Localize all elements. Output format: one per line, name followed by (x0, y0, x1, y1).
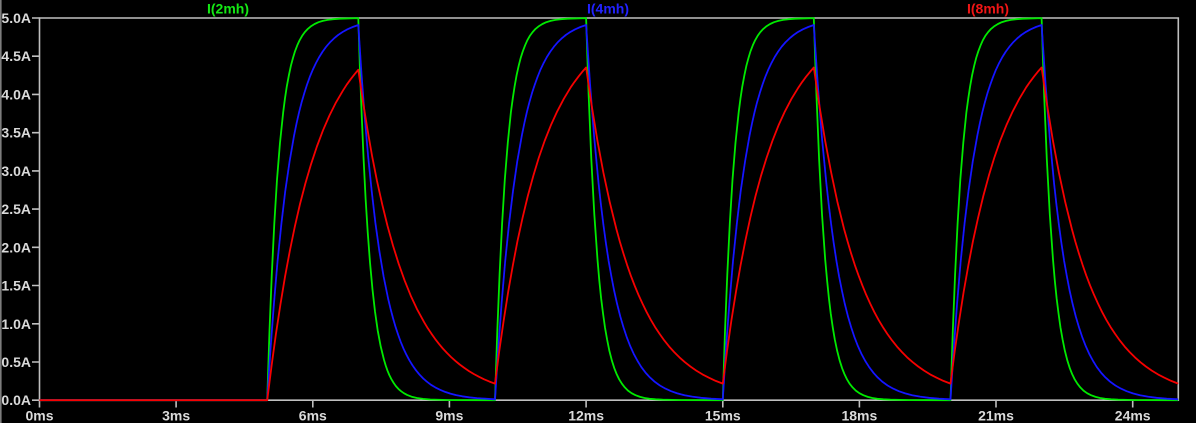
svg-text:21ms: 21ms (978, 408, 1014, 423)
svg-text:5.0A: 5.0A (1, 10, 31, 26)
svg-text:1.0A: 1.0A (1, 316, 31, 332)
svg-text:9ms: 9ms (435, 408, 463, 423)
svg-text:24ms: 24ms (1115, 408, 1151, 423)
svg-text:I(4mh): I(4mh) (587, 1, 629, 17)
svg-text:15ms: 15ms (705, 408, 741, 423)
svg-text:4.5A: 4.5A (1, 48, 31, 64)
svg-text:2.0A: 2.0A (1, 239, 31, 255)
svg-text:0ms: 0ms (25, 408, 53, 423)
svg-text:4.0A: 4.0A (1, 86, 31, 102)
svg-text:12ms: 12ms (568, 408, 604, 423)
svg-text:3.5A: 3.5A (1, 125, 31, 141)
svg-text:I(2mh): I(2mh) (207, 1, 249, 17)
svg-text:6ms: 6ms (299, 408, 327, 423)
svg-text:3.0A: 3.0A (1, 163, 31, 179)
svg-text:2.5A: 2.5A (1, 201, 31, 217)
svg-text:0.0A: 0.0A (1, 392, 31, 408)
svg-text:I(8mh): I(8mh) (967, 1, 1009, 17)
svg-text:1.5A: 1.5A (1, 278, 31, 294)
svg-text:18ms: 18ms (841, 408, 877, 423)
svg-text:3ms: 3ms (162, 408, 190, 423)
svg-text:0.5A: 0.5A (1, 354, 31, 370)
